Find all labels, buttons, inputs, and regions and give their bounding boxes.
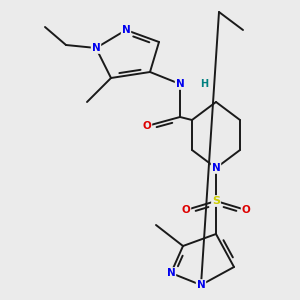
Text: N: N: [212, 163, 220, 173]
Text: N: N: [196, 280, 206, 290]
Text: O: O: [242, 205, 250, 215]
Text: S: S: [212, 196, 220, 206]
Text: N: N: [167, 268, 176, 278]
Text: O: O: [182, 205, 190, 215]
Text: N: N: [176, 79, 184, 89]
Text: N: N: [92, 43, 100, 53]
Text: N: N: [122, 25, 130, 35]
Text: H: H: [200, 79, 208, 89]
Text: O: O: [142, 121, 152, 131]
